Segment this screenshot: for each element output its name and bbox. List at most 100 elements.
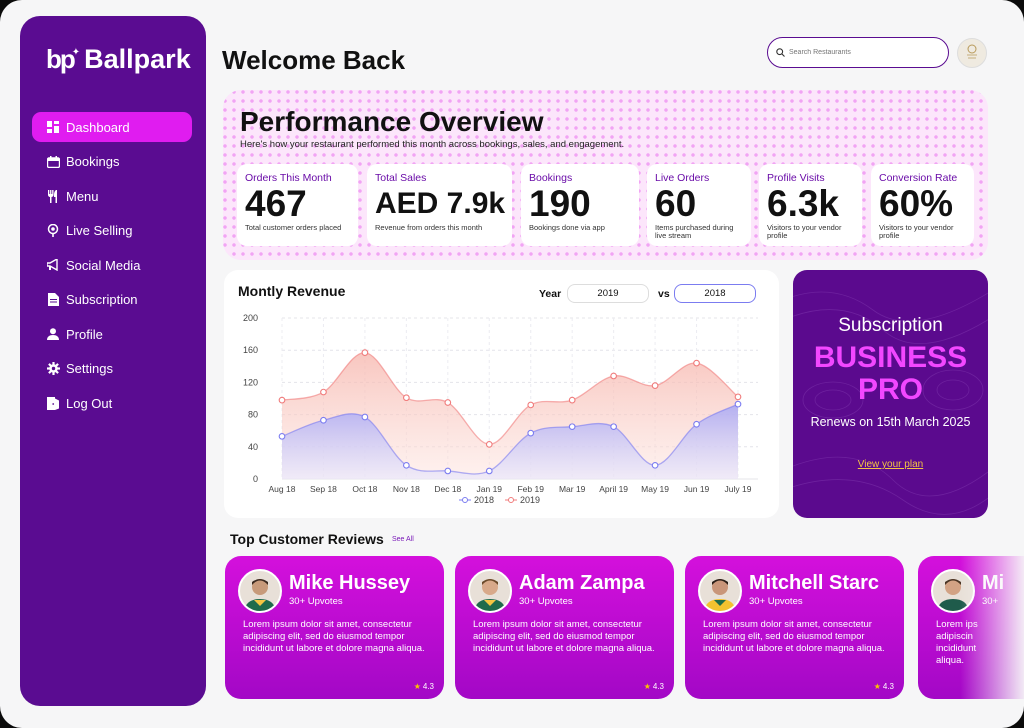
review-card[interactable]: Mike Hussey 30+ Upvotes Lorem ipsum dolo… [225,556,444,699]
view-plan-link[interactable]: View your plan [857,459,924,470]
legend-item-2019: 2019 [505,495,540,505]
stat-card-orders[interactable]: Orders This Month 467 Total customer ord… [237,164,358,246]
review-text: Lorem ipsum dolor sit amet, consectetur … [243,619,425,654]
star-icon: ★ [643,682,651,691]
see-all-link[interactable]: See All [392,536,414,543]
stat-card-live-orders[interactable]: Live Orders 60 Items purchased during li… [647,164,751,246]
stat-label: Live Orders [655,172,710,184]
utensils-icon [46,189,60,203]
reviews-title: Top Customer Reviews [230,531,384,547]
x-tick-label: Jun 19 [684,484,710,494]
data-point [485,441,493,448]
document-icon [46,293,60,307]
megaphone-icon [46,258,60,272]
y-tick-label: 120 [243,377,258,387]
revenue-card: Montly Revenue Year 2019 vs 2018 0 40 80 12… [224,270,779,518]
data-point [568,396,576,404]
legend-marker [508,497,514,503]
stat-label: Bookings [529,172,573,184]
user-icon [46,327,60,341]
reviewer-name: Mike Hussey [289,572,411,594]
stat-card-conversion-rate[interactable]: Conversion Rate 60% Visitors to your ven… [871,164,974,246]
sidebar-item-profile[interactable]: Profile [32,319,192,349]
performance-subtitle: Here's how your restaurant performed thi… [240,139,625,150]
search-icon [776,44,785,62]
data-point [361,413,369,421]
x-tick-label: Oct 18 [352,484,377,494]
stat-value: 6.3k [767,183,840,224]
subscription-plan-line1: BUSINESS [813,341,968,374]
sidebar-item-label: Settings [66,361,113,376]
review-text: Lorem ipsum dolor sit amet, consectetur … [473,619,655,654]
stat-desc: Bookings done via app [529,223,605,232]
stat-value: 467 [245,183,307,224]
legend-item-2018: 2018 [459,495,494,505]
review-card[interactable]: Adam Zampa 30+ Upvotes Lorem ipsum dolor… [455,556,674,699]
reviewer-avatar [931,569,975,613]
sidebar-item-subscription[interactable]: Subscription [32,285,192,315]
legend-label: 2019 [520,495,540,505]
y-tick-label: 80 [248,410,258,420]
legend-label: 2018 [474,495,494,505]
reviewer-name: Mitchell Starc [749,572,880,594]
page-title: Welcome Back [222,45,406,75]
sidebar-item-label: Subscription [66,292,138,307]
sidebar-item-live-selling[interactable]: Live Selling [32,216,192,246]
year-select-primary[interactable]: 2019 [567,284,649,303]
sidebar-item-social-media[interactable]: Social Media [32,250,192,280]
calendar-icon [46,155,60,169]
reviewer-name: Mi [982,572,1005,594]
review-rating: ★ 4.3 [414,682,434,691]
stat-value: 60 [655,183,697,224]
sidebar-item-menu[interactable]: Menu [32,181,192,211]
brand-logo[interactable]: bp ✦ Ballpark [46,44,191,75]
reviewer-avatar [468,569,512,613]
sidebar-item-label: Live Selling [66,223,133,238]
sidebar-item-bookings[interactable]: Bookings [32,147,192,177]
reviewer-upvotes: 30+ Upvotes [519,596,573,607]
data-point [734,400,742,408]
data-point [651,461,659,469]
x-tick-label: Dec 18 [434,484,461,494]
year-select-compare[interactable]: 2018 [674,284,756,303]
reviewer-avatar [698,569,742,613]
review-text: Lorem ipsum dolor sit amet, consectetur … [703,619,885,654]
x-tick-label: Aug 18 [269,484,296,494]
sidebar-item-label: Dashboard [66,119,130,135]
search-input[interactable] [789,49,929,56]
review-rating: ★ 4.3 [874,682,894,691]
x-tick-label: May 19 [641,484,669,494]
revenue-chart: 0 40 80 120 160 200 Aug 18 Sep 18 Oct 18 Nov 18 De… [243,313,758,505]
y-tick-label: 0 [253,474,258,484]
series-area-2018 [282,404,738,479]
stat-card-total-sales[interactable]: Total Sales AED 7.9k Revenue from orders… [367,164,512,246]
stat-desc: Visitors to your vendor profile [879,223,954,240]
gear-icon [46,362,60,376]
stat-card-profile-visits[interactable]: Profile Visits 6.3k Visitors to your ven… [759,164,862,246]
review-card[interactable]: Mitchell Starc 30+ Upvotes Lorem ipsum d… [685,556,904,699]
data-point [403,461,410,469]
avatar[interactable] [957,38,987,68]
data-point [278,432,286,440]
review-card[interactable]: Mi 30+ Lorem ips adipiscin incididunt al… [918,556,1024,699]
broadcast-icon [46,224,60,238]
performance-overview: Performance Overview Here's how your res… [223,90,988,260]
data-point [320,416,327,424]
stat-desc: Revenue from orders this month [375,223,483,232]
sidebar-item-dashboard[interactable]: Dashboard [32,112,192,142]
stat-card-bookings[interactable]: Bookings 190 Bookings done via app [521,164,639,246]
x-tick-label: July 19 [725,484,752,494]
x-tick-label: Feb 19 [517,484,544,494]
reviewer-upvotes: 30+ [982,596,999,607]
star-icon: ★ [873,682,881,691]
search-box[interactable] [767,37,949,68]
data-point [444,467,452,475]
data-point [610,423,617,431]
sidebar-item-logout[interactable]: Log Out [32,388,192,418]
stat-label: Orders This Month [245,172,332,184]
sidebar-item-settings[interactable]: Settings [32,354,192,384]
subscription-card: Subscription BUSINESS PRO Renews on 15th… [793,270,988,518]
rating-value: 4.3 [882,682,894,691]
y-tick-label: 40 [248,442,258,452]
revenue-title: Montly Revenue [238,283,346,299]
